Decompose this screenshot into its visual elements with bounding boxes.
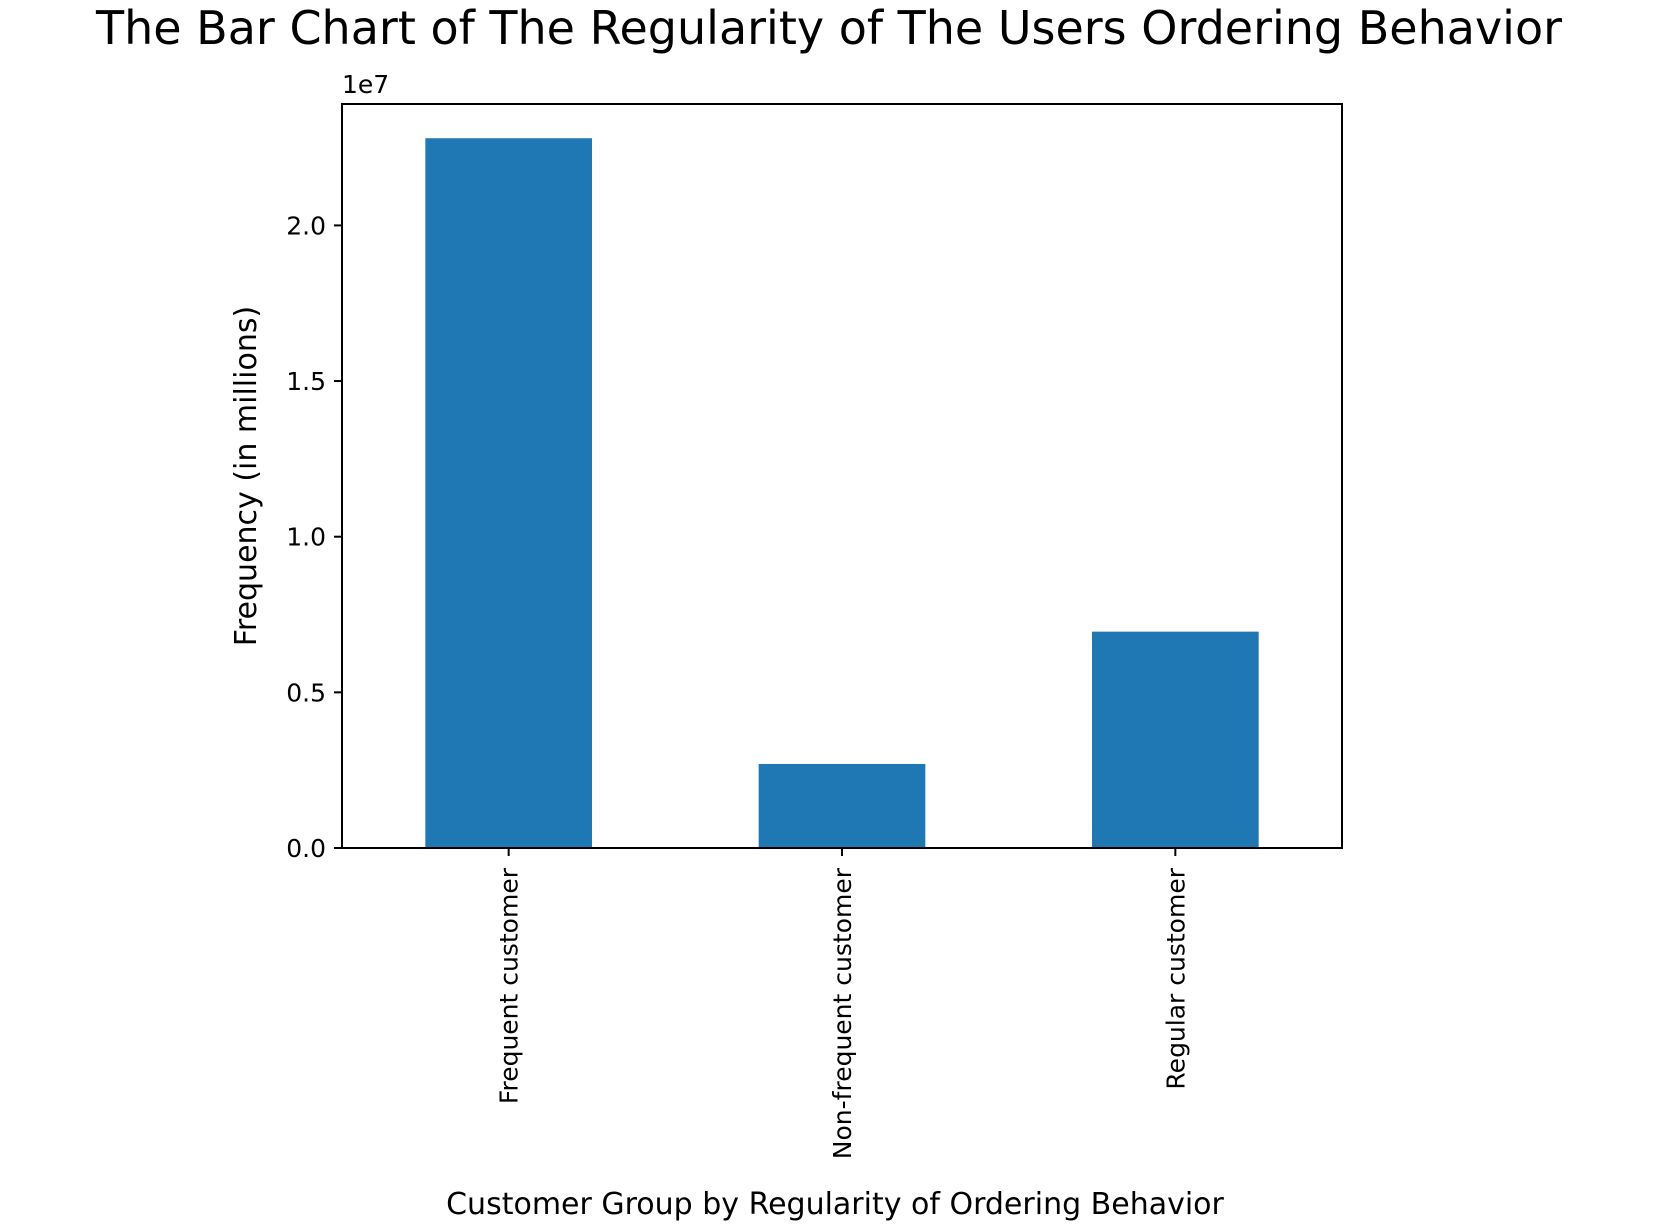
chart-title: The Bar Chart of The Regularity of The U… [95,1,1562,55]
x-axis-ticks: Frequent customer Non-frequent customer Re… [495,848,1190,1159]
x-tick-label: Non-frequent customer [828,867,857,1159]
y-axis-label: Frequency (in millions) [229,306,264,646]
bar-non-frequent-customer [758,763,926,848]
x-axis-label: Customer Group by Regularity of Ordering… [446,1187,1224,1222]
y-tick-label: 2.0 [286,211,326,240]
y-axis-ticks: 0.0 0.5 1.0 1.5 2.0 [286,211,342,863]
y-axis-offset-label: 1e7 [342,70,389,99]
plot-frame [341,103,1343,849]
bar-frequent-customer [425,138,592,848]
y-tick-label: 0.5 [286,678,326,707]
y-tick-label: 0.0 [286,834,326,863]
x-tick-label: Regular customer [1161,867,1190,1089]
x-tick-label: Frequent customer [495,867,524,1104]
y-tick-label: 1.5 [286,367,326,396]
bars-group [425,138,1259,848]
y-tick-label: 1.0 [286,523,326,552]
bar-regular-customer [1092,631,1259,848]
